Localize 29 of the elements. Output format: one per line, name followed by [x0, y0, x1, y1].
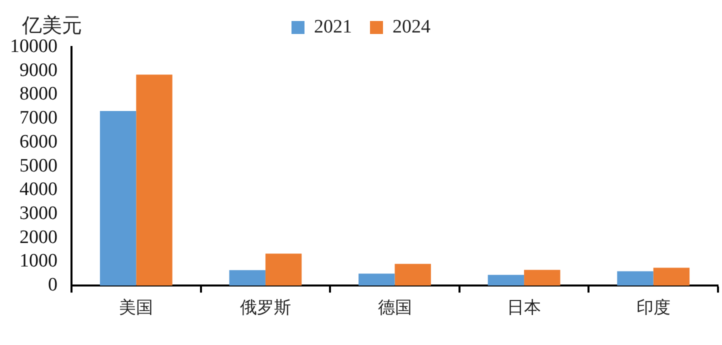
bar [358, 274, 395, 286]
y-tick-label: 10000 [10, 36, 58, 57]
x-tick-label: 德国 [378, 298, 412, 318]
bar [653, 268, 690, 286]
bar [229, 270, 266, 286]
y-tick-label: 3000 [20, 203, 58, 224]
y-tick-label: 5000 [20, 155, 58, 176]
bar [394, 264, 431, 286]
y-tick-label: 6000 [20, 131, 58, 152]
bar [524, 270, 560, 286]
x-tick-label: 印度 [636, 298, 670, 318]
y-axis-title: 亿美元 [21, 13, 82, 38]
x-tick-label: 日本 [507, 298, 542, 318]
bar [265, 254, 302, 286]
bar [617, 271, 654, 286]
y-tick-label: 8000 [20, 84, 58, 105]
x-tick-label: 美国 [119, 298, 154, 318]
y-tick-label: 2000 [20, 226, 58, 248]
y-tick-label: 9000 [20, 60, 58, 81]
bar [100, 110, 136, 286]
legend-label: 2021 [314, 16, 352, 38]
y-tick-label: 0 [48, 274, 58, 296]
legend-label: 2024 [392, 16, 431, 38]
y-tick-label: 1000 [20, 250, 58, 272]
y-tick-label: 7000 [20, 108, 58, 129]
x-tick-label: 俄罗斯 [240, 298, 291, 318]
y-tick-label: 4000 [20, 179, 58, 200]
bar [488, 274, 524, 286]
bar [136, 74, 172, 286]
